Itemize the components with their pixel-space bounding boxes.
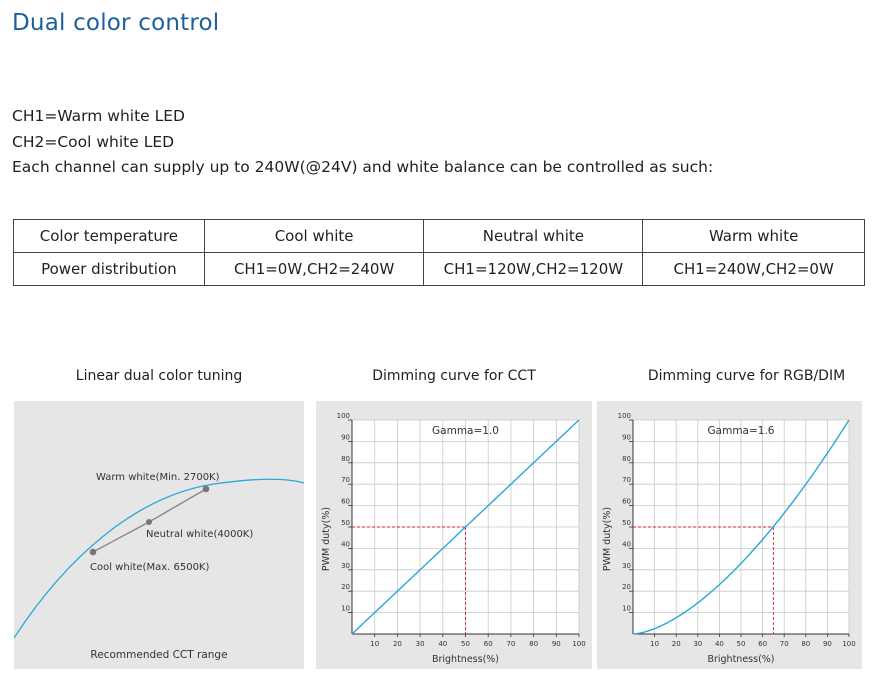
x-axis-label: Brightness(%) <box>432 654 499 665</box>
y-tick-label: 100 <box>618 412 631 420</box>
table-cell: CH1=240W,CH2=0W <box>642 252 865 286</box>
y-tick-label: 80 <box>622 455 631 463</box>
table-cell: Power distribution <box>13 252 205 286</box>
x-tick-label: 20 <box>393 640 402 648</box>
cool-white-label: Cool white(Max. 6500K) <box>90 562 209 573</box>
cct-range-caption: Recommended CCT range <box>90 649 227 661</box>
neutral-white-label: Neutral white(4000K) <box>146 529 253 540</box>
tuning-segment <box>92 521 150 553</box>
table-cell: Warm white <box>642 219 865 253</box>
y-tick-label: 50 <box>341 519 350 527</box>
rgb-chart-panel: 10 20 30 40 50 60 70 80 90 100 10 20 30 40 50 60 70 80 90 1… <box>597 401 862 669</box>
table-cell: CH1=0W,CH2=240W <box>203 252 425 286</box>
gamma-annotation: Gamma=1.6 <box>708 425 775 437</box>
x-tick-label: 100 <box>842 640 855 648</box>
x-tick-label: 10 <box>370 640 379 648</box>
warm-white-label: Warm white(Min. 2700K) <box>96 472 220 483</box>
x-tick-label: 10 <box>650 640 659 648</box>
series-line <box>632 419 850 635</box>
x-tick-label: 30 <box>416 640 425 648</box>
rgb-chart-title: Dimming curve for RGB/DIM <box>647 368 846 384</box>
tuning-panel: Warm white(Min. 2700K) Neutral white(400… <box>14 401 304 669</box>
page-title: Dual color control <box>12 10 220 36</box>
cool-white-point <box>89 548 97 556</box>
table-cell: Color temperature <box>13 219 205 253</box>
warm-white-point <box>202 485 210 493</box>
y-tick-label: 20 <box>622 583 631 591</box>
x-tick-label: 40 <box>715 640 724 648</box>
y-tick-label: 10 <box>341 605 350 613</box>
intro-line: Each channel can supply up to 240W(@24V)… <box>12 158 714 176</box>
table-row: Color temperature Cool white Neutral whi… <box>13 219 865 253</box>
y-tick-label: 40 <box>341 540 350 548</box>
intro-line: CH2=Cool white LED <box>12 132 175 151</box>
x-axis-label: Brightness(%) <box>707 654 774 665</box>
x-tick-label: 30 <box>693 640 702 648</box>
y-tick-label: 90 <box>341 433 350 441</box>
y-tick-label: 30 <box>622 562 631 570</box>
x-tick-label: 20 <box>672 640 681 648</box>
x-tick-label: 70 <box>506 640 515 648</box>
table-row: Power distribution CH1=0W,CH2=240W CH1=1… <box>13 252 865 286</box>
x-tick-label: 80 <box>801 640 810 648</box>
x-tick-label: 60 <box>758 640 767 648</box>
cct-locus-curve <box>14 478 304 639</box>
y-axis-label: PWM duty(%) <box>321 507 332 571</box>
cct-chart-title: Dimming curve for CCT <box>372 368 536 384</box>
x-tick-label: 90 <box>552 640 561 648</box>
y-tick-label: 30 <box>341 562 350 570</box>
y-tick-label: 100 <box>337 412 350 420</box>
intro-text: CH1=Warm white LED CH2=Cool white LED Ea… <box>12 104 713 181</box>
rgb-dimming-chart: 10 20 30 40 50 60 70 80 90 100 10 20 30 40 50 60 70 80 90 1… <box>602 412 856 665</box>
tuning-segment <box>148 488 207 523</box>
table-cell: Neutral white <box>423 219 644 253</box>
y-tick-label: 70 <box>622 476 631 484</box>
x-tick-label: 90 <box>823 640 832 648</box>
x-tick-label: 100 <box>572 640 585 648</box>
cct-dimming-chart: 10 20 30 40 50 60 70 80 90 100 10 20 30 40 50 60 70 80 90 1… <box>321 412 586 665</box>
power-distribution-table: Color temperature Cool white Neutral whi… <box>13 219 865 286</box>
y-tick-label: 70 <box>341 476 350 484</box>
cct-chart-panel: 10 20 30 40 50 60 70 80 90 100 10 20 30 40 50 60 70 80 90 1… <box>316 401 592 669</box>
x-tick-label: 50 <box>461 640 470 648</box>
y-tick-label: 40 <box>622 540 631 548</box>
y-tick-label: 50 <box>622 519 631 527</box>
x-tick-label: 70 <box>780 640 789 648</box>
y-tick-label: 80 <box>341 455 350 463</box>
intro-line: CH1=Warm white LED <box>12 107 185 125</box>
x-tick-label: 50 <box>737 640 746 648</box>
series-line <box>351 419 580 635</box>
neutral-white-point <box>146 519 152 525</box>
x-tick-label: 40 <box>438 640 447 648</box>
table-cell: CH1=120W,CH2=120W <box>423 252 644 286</box>
x-tick-label: 80 <box>529 640 538 648</box>
table-cell: Cool white <box>203 219 425 253</box>
tuning-title: Linear dual color tuning <box>75 368 243 384</box>
tuning-diagram: Warm white(Min. 2700K) Neutral white(400… <box>14 472 304 661</box>
y-axis-label: PWM duty(%) <box>602 507 613 571</box>
y-tick-label: 20 <box>341 583 350 591</box>
y-tick-label: 10 <box>622 605 631 613</box>
y-tick-label: 60 <box>622 498 631 506</box>
gamma-annotation: Gamma=1.0 <box>432 425 499 437</box>
x-tick-label: 60 <box>484 640 493 648</box>
y-tick-label: 60 <box>341 498 350 506</box>
y-tick-label: 90 <box>622 433 631 441</box>
